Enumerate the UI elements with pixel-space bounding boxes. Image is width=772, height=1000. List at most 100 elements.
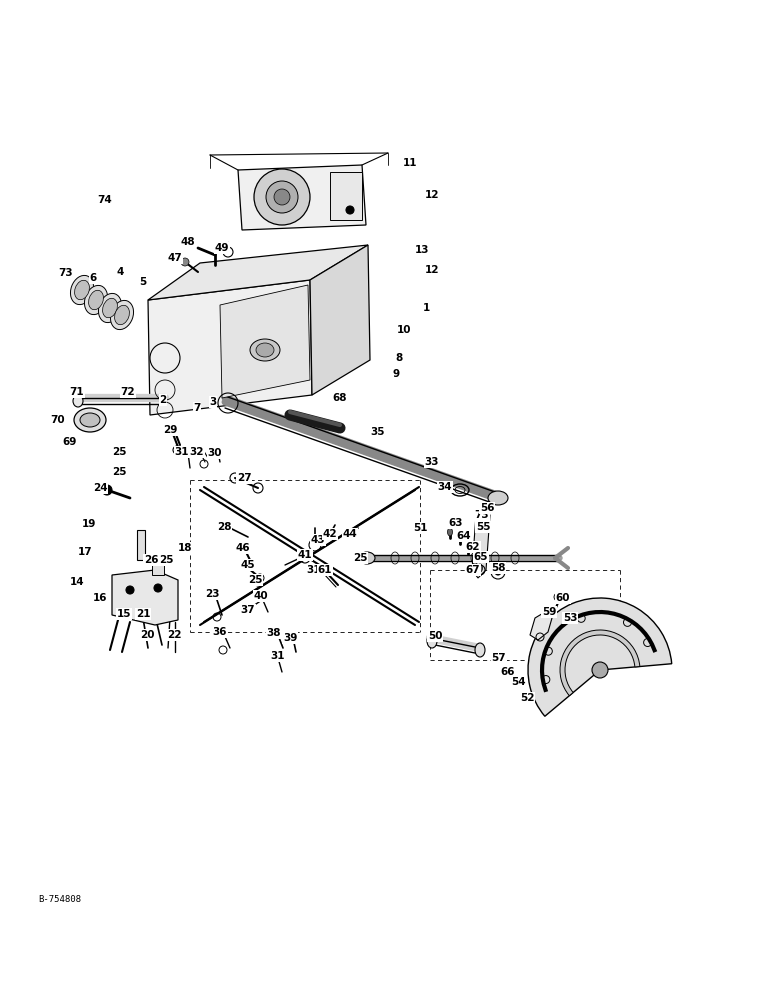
Text: 46: 46 [235, 543, 250, 553]
Text: 2: 2 [159, 395, 167, 405]
Ellipse shape [99, 293, 121, 323]
Circle shape [554, 593, 562, 601]
Text: 19: 19 [82, 519, 96, 529]
Text: 18: 18 [178, 543, 192, 553]
Ellipse shape [89, 290, 103, 310]
Text: 14: 14 [69, 577, 84, 587]
Text: 25: 25 [112, 467, 127, 477]
Text: 64: 64 [457, 531, 472, 541]
Text: 26: 26 [144, 555, 158, 565]
Text: 62: 62 [466, 542, 480, 552]
Polygon shape [530, 612, 552, 640]
Text: 54: 54 [512, 677, 527, 687]
Text: 1: 1 [422, 303, 430, 313]
Text: 15: 15 [117, 609, 131, 619]
Text: 42: 42 [323, 529, 337, 539]
Text: 65: 65 [474, 552, 488, 562]
Text: 12: 12 [425, 190, 439, 200]
Text: 41: 41 [298, 550, 313, 560]
Ellipse shape [466, 544, 470, 552]
Circle shape [495, 569, 501, 575]
Text: 69: 69 [63, 437, 77, 447]
Text: B-754808: B-754808 [38, 896, 81, 904]
Text: 56: 56 [479, 503, 494, 513]
Ellipse shape [75, 280, 90, 300]
Wedge shape [560, 630, 640, 696]
Text: 51: 51 [413, 523, 427, 533]
Circle shape [592, 662, 608, 678]
Text: 52: 52 [520, 693, 534, 703]
Text: 21: 21 [136, 609, 151, 619]
Text: 71: 71 [69, 387, 84, 397]
Ellipse shape [256, 343, 274, 357]
Wedge shape [528, 598, 672, 716]
Text: 6: 6 [90, 273, 96, 283]
Bar [137, 530, 145, 560]
Bar [330, 172, 362, 220]
Text: 16: 16 [93, 593, 107, 603]
Circle shape [126, 586, 134, 594]
Text: 68: 68 [333, 393, 347, 403]
Text: 25: 25 [353, 553, 367, 563]
Polygon shape [310, 245, 370, 395]
Circle shape [154, 584, 162, 592]
Text: 36: 36 [213, 627, 227, 637]
Ellipse shape [488, 491, 508, 505]
Ellipse shape [472, 554, 478, 562]
Ellipse shape [110, 300, 134, 330]
Text: 59: 59 [542, 607, 556, 617]
Text: 47: 47 [168, 253, 182, 263]
Text: 37: 37 [241, 605, 256, 615]
Text: 73: 73 [475, 510, 489, 520]
Text: 10: 10 [397, 325, 411, 335]
Text: 53: 53 [563, 613, 577, 623]
Text: 55: 55 [476, 522, 490, 532]
Text: 28: 28 [217, 522, 232, 532]
Text: 34: 34 [438, 482, 452, 492]
Text: 7: 7 [193, 403, 201, 413]
Text: 24: 24 [93, 483, 107, 493]
Text: 70: 70 [51, 415, 66, 425]
Text: 38: 38 [267, 628, 281, 638]
Text: 23: 23 [205, 589, 219, 599]
Text: 30: 30 [208, 448, 222, 458]
Text: 49: 49 [215, 243, 229, 253]
Text: 25: 25 [248, 575, 262, 585]
Ellipse shape [359, 552, 375, 564]
Ellipse shape [74, 408, 106, 432]
Text: 4: 4 [117, 267, 124, 277]
Ellipse shape [70, 275, 93, 305]
Circle shape [274, 189, 290, 205]
Text: 67: 67 [466, 565, 480, 575]
Polygon shape [112, 570, 178, 625]
Polygon shape [220, 285, 310, 398]
Text: 25: 25 [112, 447, 127, 457]
Ellipse shape [427, 634, 437, 648]
Text: 27: 27 [237, 473, 252, 483]
Text: 31: 31 [271, 651, 285, 661]
Polygon shape [148, 280, 312, 415]
Text: 32: 32 [190, 447, 205, 457]
Ellipse shape [84, 285, 107, 315]
Ellipse shape [475, 643, 485, 657]
Text: 11: 11 [403, 158, 417, 168]
Text: 31: 31 [174, 447, 189, 457]
Text: 20: 20 [140, 630, 154, 640]
Text: 8: 8 [395, 353, 403, 363]
Text: 17: 17 [78, 547, 93, 557]
Text: 44: 44 [343, 529, 357, 539]
Polygon shape [472, 508, 490, 578]
Text: 45: 45 [241, 560, 256, 570]
Text: 61: 61 [318, 565, 332, 575]
Ellipse shape [114, 305, 130, 325]
Text: 72: 72 [120, 387, 135, 397]
Circle shape [102, 485, 112, 495]
Text: 5: 5 [140, 277, 147, 287]
Text: 40: 40 [254, 591, 269, 601]
Ellipse shape [448, 528, 452, 536]
Text: 57: 57 [492, 653, 506, 663]
Circle shape [266, 181, 298, 213]
Text: 73: 73 [59, 268, 73, 278]
Text: 9: 9 [392, 369, 400, 379]
Text: 66: 66 [501, 667, 515, 677]
